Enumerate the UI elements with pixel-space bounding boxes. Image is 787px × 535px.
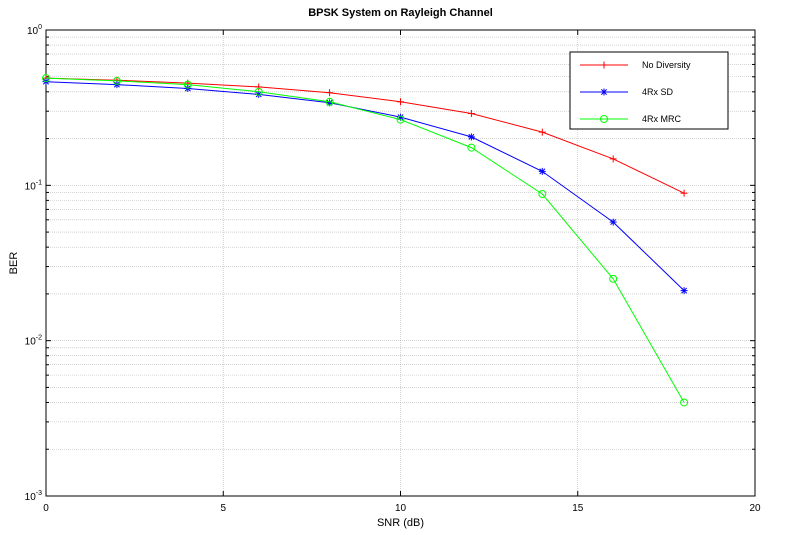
y-tick-label: 100 (27, 24, 42, 37)
legend-label-4rx-sd: 4Rx SD (642, 87, 674, 97)
series-line-4rx-sd (45, 81, 685, 291)
data-point-4rx-sd (680, 287, 688, 295)
x-tick-label: 5 (220, 503, 226, 514)
y-tick-label: 10-2 (25, 335, 42, 348)
data-point-4rx-mrc (396, 115, 405, 124)
x-tick-label: 15 (572, 503, 584, 514)
x-tick-label: 0 (43, 503, 49, 514)
y-tick-label: 10-1 (25, 179, 42, 192)
series-line-no-diversity (45, 77, 685, 194)
data-point-4rx-mrc (467, 143, 476, 152)
data-point-4rx-mrc (325, 97, 334, 106)
data-point-4rx-mrc (680, 398, 689, 407)
data-point-4rx-mrc (112, 76, 121, 85)
y-axis-label: BER (8, 252, 20, 275)
chart-title: BPSK System on Rayleigh Channel (308, 7, 493, 19)
x-tick-label: 20 (749, 503, 761, 514)
y-tick-label: 10-3 (25, 490, 42, 503)
data-point-no-diversity (680, 189, 688, 197)
data-point-no-diversity (538, 128, 546, 136)
data-point-4rx-sd (467, 133, 475, 141)
series-line-4rx-mrc (45, 77, 685, 403)
x-tick-label: 10 (395, 503, 407, 514)
data-point-4rx-mrc (183, 80, 192, 89)
data-point-4rx-mrc (42, 74, 50, 83)
series-group (42, 74, 689, 407)
legend-marker-4rx-sd (600, 88, 608, 96)
data-point-no-diversity (255, 83, 263, 91)
legend-marker-no-diversity (600, 61, 608, 69)
data-point-no-diversity (397, 98, 404, 106)
x-axis-label: SNR (dB) (377, 517, 424, 529)
data-point-no-diversity (467, 110, 475, 118)
data-point-no-diversity (609, 155, 617, 163)
data-point-4rx-sd (609, 218, 617, 226)
legend-label-4rx-mrc: 4Rx MRC (642, 114, 682, 124)
data-point-no-diversity (326, 89, 334, 97)
data-point-4rx-mrc (538, 189, 547, 198)
legend: No Diversity 4Rx SD 4Rx MRC (569, 51, 729, 130)
data-point-4rx-mrc (254, 87, 263, 96)
legend-marker-4rx-mrc (600, 115, 608, 123)
data-point-4rx-sd (538, 167, 546, 175)
data-point-4rx-mrc (609, 274, 618, 283)
legend-label-no-diversity: No Diversity (642, 60, 691, 70)
